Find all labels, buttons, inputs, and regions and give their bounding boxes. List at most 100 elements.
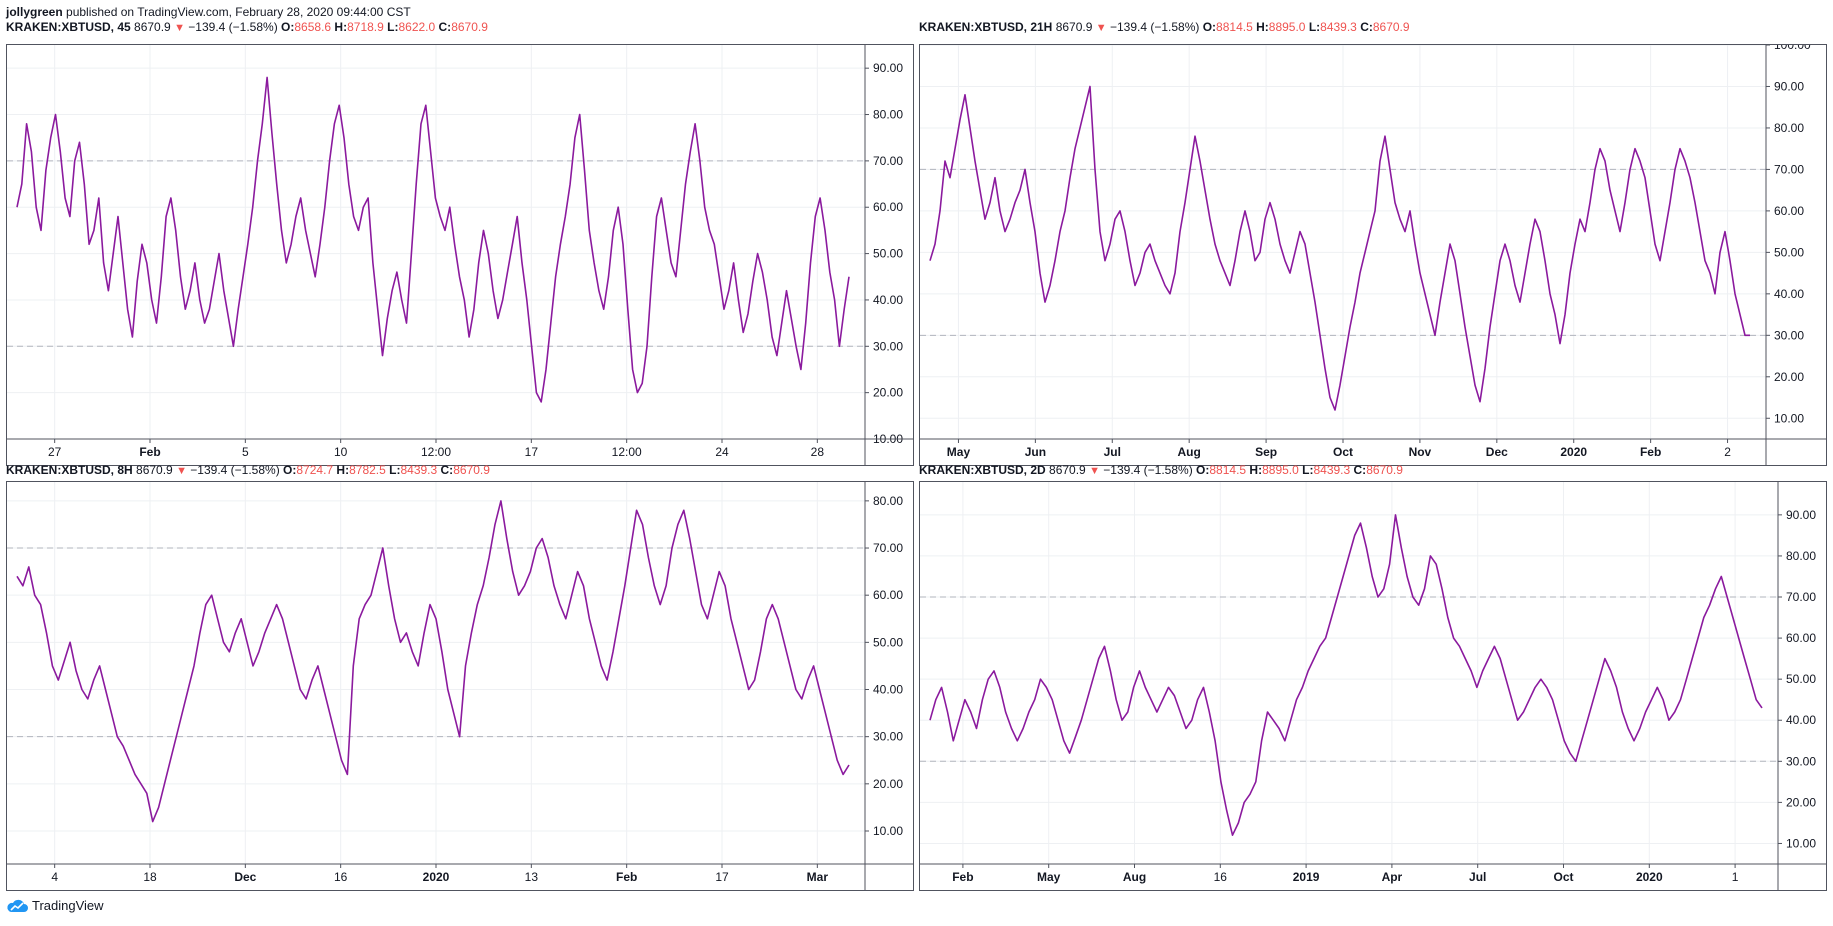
y-tick-label: 50.00 — [873, 635, 903, 649]
legend-symbol[interactable]: KRAKEN:XBTUSD, 8H — [6, 463, 133, 477]
chart-panel-2d: KRAKEN:XBTUSD, 2D 8670.9 ▼ −139.4 (−1.58… — [919, 463, 1827, 891]
legend-high-label: H: — [1249, 463, 1263, 477]
tradingview-brand[interactable]: TradingView — [6, 898, 104, 913]
chart-area[interactable]: 10.00 20.00 30.00 40.00 50.00 60.00 70.00 80.00… — [6, 44, 914, 466]
y-tick-label: 80.00 — [1786, 549, 1816, 563]
rsi-series-line — [16, 76, 850, 403]
legend-price: 8670.9 — [1045, 463, 1090, 477]
y-tick-label: 30.00 — [1786, 754, 1816, 768]
x-tick-label: May — [947, 445, 971, 459]
chart-svg: 10.0020.0030.0040.0050.0060.0070.0080.00… — [7, 482, 913, 890]
x-tick-label: 1 — [1732, 870, 1739, 884]
y-tick-label: 50.00 — [1774, 245, 1804, 259]
x-tick-label: 12:00 — [421, 445, 451, 459]
y-tick-label: 30.00 — [873, 339, 903, 353]
x-tick-label: 24 — [715, 445, 729, 459]
y-tick-label: 30.00 — [873, 730, 903, 744]
chart-area[interactable]: 10.00 20.00 30.00 40.00 50.00 60.00 70.00 80.00… — [6, 481, 914, 891]
legend-price: 8670.9 — [132, 463, 177, 477]
author-name[interactable]: jollygreen — [6, 5, 63, 19]
y-tick-label: 20.00 — [1774, 370, 1804, 384]
y-tick-label: 70.00 — [873, 154, 903, 168]
x-tick-label: 2 — [1724, 445, 1731, 459]
y-tick-label: 70.00 — [1774, 162, 1804, 176]
legend-low: 8622.0 — [398, 20, 439, 34]
chart-area[interactable]: 10.00 20.00 30.00 40.00 50.00 60.00 70.00 80.00… — [919, 481, 1827, 891]
down-triangle-icon: ▼ — [1095, 22, 1107, 34]
x-tick-label: 16 — [1214, 870, 1228, 884]
y-tick-label: 50.00 — [873, 247, 903, 261]
y-tick-label: 90.00 — [1786, 508, 1816, 522]
x-tick-label: Feb — [616, 870, 637, 884]
y-tick-label: 80.00 — [873, 108, 903, 122]
x-tick-label: May — [1037, 870, 1061, 884]
x-tick-label: 18 — [143, 870, 157, 884]
y-tick-label: 20.00 — [873, 386, 903, 400]
x-tick-label: 17 — [525, 445, 539, 459]
chart-legend: KRAKEN:XBTUSD, 8H 8670.9 ▼ −139.4 (−1.58… — [6, 463, 490, 477]
rsi-series-line — [929, 85, 1750, 411]
legend-high-label: H: — [336, 463, 350, 477]
legend-symbol[interactable]: KRAKEN:XBTUSD, 2D — [919, 463, 1046, 477]
x-tick-label: 5 — [242, 445, 249, 459]
y-tick-label: 60.00 — [1786, 631, 1816, 645]
legend-open-label: O: — [1196, 463, 1210, 477]
x-tick-label: 12:00 — [612, 445, 642, 459]
y-tick-label: 80.00 — [1774, 121, 1804, 135]
x-tick-label: 4 — [51, 870, 58, 884]
y-tick-label: 100.00 — [1774, 45, 1811, 52]
x-tick-label: Feb — [139, 445, 160, 459]
x-tick-label: Oct — [1553, 870, 1573, 884]
chart-panel-8h: KRAKEN:XBTUSD, 8H 8670.9 ▼ −139.4 (−1.58… — [6, 463, 914, 891]
chart-legend: KRAKEN:XBTUSD, 2D 8670.9 ▼ −139.4 (−1.58… — [919, 463, 1403, 477]
chart-area[interactable]: 10.00 20.00 30.00 40.00 50.00 60.00 70.00 80.00… — [919, 38, 1827, 466]
x-tick-label: Feb — [1640, 445, 1661, 459]
legend-symbol[interactable]: KRAKEN:XBTUSD, 21H — [919, 20, 1053, 34]
chart-svg: 10.0020.0030.0040.0050.0060.0070.0080.00… — [7, 45, 913, 465]
y-tick-label: 40.00 — [1774, 287, 1804, 301]
x-tick-label: 27 — [48, 445, 62, 459]
publish-text: published on TradingView.com, February 2… — [66, 5, 411, 19]
legend-low: 8439.3 — [1313, 463, 1354, 477]
legend-price: 8670.9 — [1052, 20, 1096, 34]
chart-legend: KRAKEN:XBTUSD, 21H 8670.9 ▼ −139.4 (−1.5… — [919, 20, 1410, 34]
x-tick-label: Sep — [1255, 445, 1277, 459]
legend-high-label: H: — [334, 20, 348, 34]
brand-label: TradingView — [32, 898, 104, 913]
legend-change: −139.4 (−1.58%) — [1099, 463, 1197, 477]
chart-svg: 10.0020.0030.0040.0050.0060.0070.0080.00… — [920, 482, 1826, 890]
legend-high: 8782.5 — [349, 463, 390, 477]
y-tick-label: 10.00 — [1774, 411, 1804, 425]
y-tick-label: 70.00 — [1786, 590, 1816, 604]
legend-low-label: L: — [389, 463, 401, 477]
legend-open: 8724.7 — [296, 463, 337, 477]
tradingview-cloud-icon — [7, 899, 28, 912]
x-tick-label: Dec — [1486, 445, 1508, 459]
legend-close-label: C: — [1353, 463, 1367, 477]
rsi-series-line — [16, 500, 850, 823]
legend-close-label: C: — [438, 20, 452, 34]
x-tick-label: Jun — [1025, 445, 1046, 459]
legend-open: 8814.5 — [1216, 20, 1257, 34]
x-tick-label: Feb — [952, 870, 973, 884]
chart-legend: KRAKEN:XBTUSD, 45 8670.9 ▼ −139.4 (−1.58… — [6, 20, 488, 34]
y-tick-label: 70.00 — [873, 541, 903, 555]
legend-open-label: O: — [281, 20, 295, 34]
x-tick-label: Jul — [1469, 870, 1486, 884]
legend-price: 8670.9 — [130, 20, 175, 34]
legend-change: −139.4 (−1.58%) — [184, 20, 282, 34]
legend-symbol[interactable]: KRAKEN:XBTUSD, 45 — [6, 20, 131, 34]
y-tick-label: 10.00 — [1786, 836, 1816, 850]
publish-info: jollygreen published on TradingView.com,… — [6, 5, 411, 19]
y-tick-label: 40.00 — [873, 683, 903, 697]
y-tick-label: 40.00 — [873, 293, 903, 307]
legend-open-label: O: — [1202, 20, 1217, 34]
rsi-series-line — [929, 514, 1763, 837]
x-tick-label: Aug — [1123, 870, 1146, 884]
x-tick-label: Nov — [1409, 445, 1432, 459]
x-tick-label: Apr — [1382, 870, 1403, 884]
x-tick-label: 10 — [334, 445, 348, 459]
x-tick-label: 2020 — [1636, 870, 1663, 884]
legend-open: 8658.6 — [294, 20, 335, 34]
y-tick-label: 40.00 — [1786, 713, 1816, 727]
